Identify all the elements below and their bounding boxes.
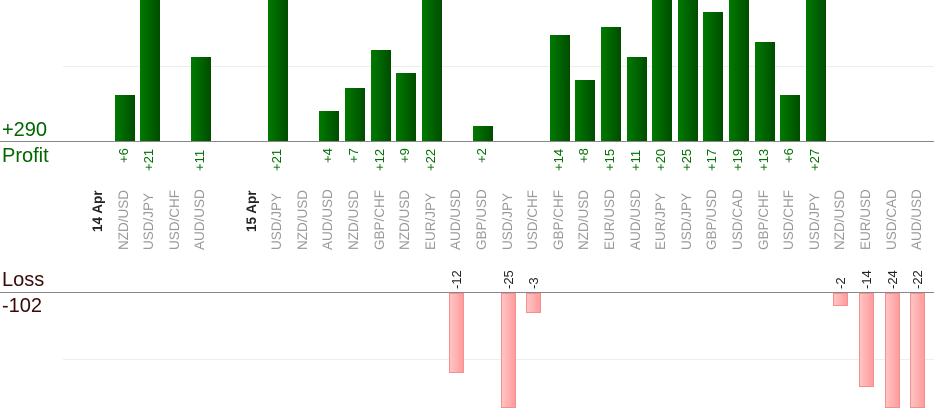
profit-bar (677, 0, 698, 141)
profit-value-label: +19 (730, 148, 745, 171)
profit-value-label: +13 (755, 148, 771, 171)
profit-value-label: +6 (781, 148, 797, 163)
profit-bar (626, 57, 647, 141)
loss-value-label: -24 (884, 270, 900, 289)
pair-label: NZD/USD (576, 190, 592, 250)
pair-label: GBP/USD (474, 189, 489, 250)
pair-label: USD/JPY (499, 192, 515, 250)
pair-label: NZD/USD (346, 190, 361, 250)
profit-bar (396, 72, 417, 141)
profit-bar (370, 49, 391, 141)
profit-bar (703, 11, 724, 141)
loss-bar (526, 293, 542, 314)
profit-value-label: +20 (653, 148, 669, 171)
loss-value-label: -12 (449, 270, 465, 289)
pair-label: USD/JPY (678, 192, 694, 250)
loss-bar (833, 293, 849, 307)
pair-label: EUR/JPY (653, 192, 669, 250)
pair-label: GBP/USD (704, 189, 720, 250)
loss-bar (500, 293, 516, 408)
pair-label: USD/CHF (525, 190, 541, 250)
profit-bar (421, 0, 442, 141)
loss-value-label: -25 (500, 270, 516, 289)
loss-value-label: -3 (526, 277, 542, 289)
profit-value-label: +4 (320, 148, 336, 163)
profit-bar (575, 80, 596, 141)
pair-label: EUR/USD (858, 189, 873, 250)
date-label: 14 Apr (90, 190, 105, 232)
profit-label: Profit (2, 145, 49, 167)
profit-bar (268, 0, 289, 141)
profit-baseline (0, 141, 934, 142)
pair-label: USD/CHF (781, 190, 797, 250)
pair-label: NZD/USD (294, 190, 310, 250)
loss-bar (910, 293, 926, 408)
loss-bar (449, 293, 465, 374)
pair-label: NZD/USD (397, 190, 413, 250)
profit-value-label: +11 (627, 149, 643, 171)
profit-value-label: +21 (141, 148, 157, 171)
profit-total: +290 (2, 119, 48, 141)
profit-value-label: +7 (346, 148, 361, 163)
loss-value-label: -22 (910, 270, 926, 289)
loss-baseline (0, 292, 934, 293)
pair-label: USD/CAD (883, 189, 899, 250)
pair-label: GBP/CHF (371, 189, 387, 250)
pair-label: GBP/CHF (550, 189, 566, 250)
profit-bar (754, 42, 775, 141)
profit-value-label: +15 (602, 148, 617, 171)
profit-value-label: +14 (550, 148, 566, 171)
pair-label: EUR/JPY (422, 192, 438, 250)
profit-gridline (63, 66, 934, 67)
loss-bar (859, 293, 874, 387)
profit-bar (345, 87, 365, 141)
profit-bar (549, 34, 570, 141)
pair-label: USD/CAD (730, 189, 745, 250)
pair-label: USD/JPY (806, 192, 822, 250)
pair-label: AUD/USD (192, 189, 208, 250)
profit-bar (140, 0, 161, 141)
pair-label: AUD/USD (320, 189, 336, 250)
loss-gridline (63, 359, 934, 360)
profit-bar (729, 0, 749, 141)
pair-label: USD/CHF (166, 190, 182, 250)
loss-label: Loss (2, 269, 45, 291)
profit-bar (601, 27, 621, 141)
profit-value-label: +6 (115, 148, 131, 163)
profit-value-label: +25 (678, 148, 694, 171)
profit-bar (652, 0, 673, 141)
profit-value-label: +12 (371, 148, 387, 171)
profit-bar (473, 125, 493, 141)
pair-label: AUD/USD (627, 189, 643, 250)
date-label: 15 Apr (243, 190, 259, 232)
pair-label: NZD/USD (832, 190, 848, 250)
profit-value-label: +27 (806, 148, 822, 171)
profit-value-label: +8 (576, 148, 592, 163)
pair-label: NZD/USD (115, 190, 131, 250)
loss-bar (884, 293, 900, 408)
pair-label: AUD/USD (448, 189, 464, 250)
profit-bar (114, 95, 135, 141)
pair-label: EUR/USD (602, 189, 617, 250)
profit-bar (780, 95, 801, 141)
profit-value-label: +22 (422, 148, 438, 171)
profit-bar (319, 110, 340, 141)
profit-value-label: +17 (704, 148, 720, 171)
loss-value-label: -14 (859, 270, 874, 289)
profit-bar (191, 57, 212, 141)
loss-total: -102 (2, 295, 43, 317)
pair-label: AUD/USD (909, 189, 925, 250)
pair-label: USD/JPY (141, 192, 157, 250)
loss-value-label: -2 (833, 277, 849, 289)
profit-value-label: +11 (192, 149, 208, 171)
pair-label: USD/JPY (269, 192, 285, 250)
pair-label: GBP/CHF (755, 189, 771, 250)
profit-value-label: +9 (397, 148, 413, 163)
profit-value-label: +21 (269, 148, 285, 171)
profit-bar (805, 0, 826, 141)
profit-value-label: +2 (474, 148, 489, 163)
